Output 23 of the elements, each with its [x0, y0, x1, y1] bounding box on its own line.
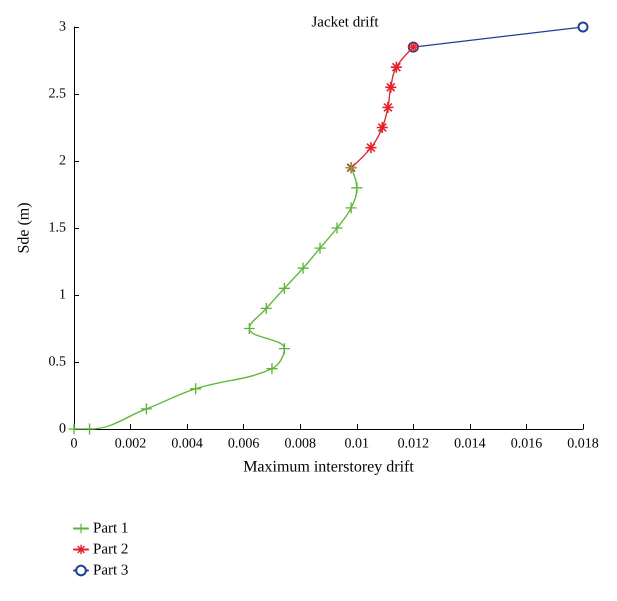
chart-title: Jacket drift: [311, 14, 380, 30]
x-axis-title: Maximum interstorey drift: [243, 458, 414, 476]
x-tick-label: 0.002: [114, 436, 146, 452]
y-tick-label: 3: [59, 20, 66, 34]
legend-label: Part 3: [93, 562, 128, 578]
x-tick-label: 0.004: [171, 436, 203, 452]
x-tick-label: 0.014: [454, 436, 486, 452]
legend-label: Part 1: [93, 520, 128, 536]
y-tick-label: 1: [59, 288, 66, 302]
x-tick-label: 0.01: [344, 436, 370, 452]
legend-label: Part 2: [93, 542, 128, 558]
y-tick-label: 0.5: [48, 354, 66, 370]
x-tick-label: 0.018: [567, 436, 599, 452]
x-tick-label: 0.006: [228, 436, 260, 452]
y-tick-label: 1.5: [48, 220, 66, 236]
x-tick-label: 0.016: [510, 436, 542, 452]
x-tick-label: 0.012: [398, 436, 430, 452]
x-tick-label: 0: [70, 436, 78, 452]
y-tick-label: 0: [59, 422, 66, 436]
y-tick-label: 2.5: [48, 86, 66, 102]
y-tick-label: 2: [59, 154, 66, 168]
x-tick-label: 0.008: [284, 436, 316, 452]
y-axis-title: Sde (m): [16, 202, 32, 254]
